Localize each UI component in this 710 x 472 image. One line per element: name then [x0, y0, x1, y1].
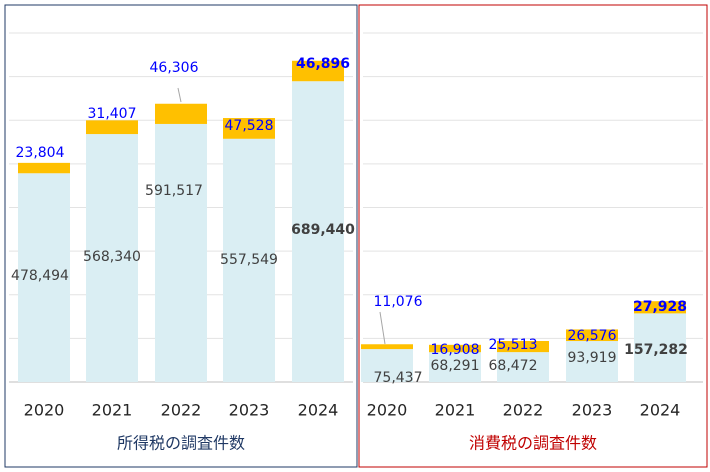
value-label: 25,513	[489, 337, 538, 353]
value-label: 557,549	[220, 252, 278, 268]
bar-segment	[429, 344, 481, 353]
x-tick-label: 2020	[24, 401, 65, 420]
x-tick-label: 2021	[92, 401, 133, 420]
value-label: 31,407	[88, 106, 137, 122]
bar-segment	[223, 118, 275, 139]
value-label: 46,306	[150, 60, 199, 76]
x-tick-label: 2024	[640, 401, 681, 420]
panel-border	[358, 4, 708, 468]
bar-segment	[86, 120, 138, 135]
value-label: 157,282	[624, 342, 688, 358]
group-label: 消費税の調査件数	[469, 434, 597, 453]
bar-segment	[361, 349, 413, 382]
x-tick-label: 2022	[161, 401, 202, 420]
bar-segment	[566, 329, 618, 342]
value-label: 591,517	[145, 183, 203, 199]
value-label: 23,804	[16, 145, 65, 161]
panel-border	[4, 4, 358, 468]
value-label: 478,494	[11, 268, 69, 284]
x-tick-label: 2020	[367, 401, 408, 420]
bar-segment	[155, 123, 207, 382]
x-tick-label: 2021	[435, 401, 476, 420]
value-label: 68,291	[431, 358, 480, 374]
value-label: 75,437	[374, 370, 423, 386]
x-tick-label: 2022	[503, 401, 544, 420]
value-label: 11,076	[374, 294, 423, 310]
value-label: 46,896	[296, 56, 350, 72]
bar-segment	[566, 341, 618, 382]
bar-segment	[18, 173, 70, 382]
value-label: 68,472	[489, 358, 538, 374]
bar-segment	[361, 344, 413, 350]
bar-segment	[18, 162, 70, 174]
leader-line	[177, 87, 182, 103]
leader-line	[379, 311, 386, 345]
bar-segment	[86, 134, 138, 382]
x-tick-label: 2023	[229, 401, 270, 420]
value-label: 16,908	[431, 342, 480, 358]
bar-segment	[155, 103, 207, 124]
bar-segment	[429, 352, 481, 382]
value-label: 47,528	[225, 118, 274, 134]
bar-segment	[292, 60, 344, 82]
value-label: 93,919	[568, 350, 617, 366]
bar-segment	[223, 138, 275, 382]
value-label: 27,928	[633, 299, 687, 315]
value-label: 689,440	[291, 222, 355, 238]
bar-segment	[497, 352, 549, 382]
group-label: 所得税の調査件数	[117, 434, 245, 453]
bar-segment	[634, 313, 686, 382]
bar-segment	[292, 81, 344, 382]
x-tick-label: 2023	[572, 401, 613, 420]
x-tick-label: 2024	[298, 401, 339, 420]
value-label: 26,576	[568, 328, 617, 344]
bar-segment	[497, 340, 549, 353]
value-label: 568,340	[83, 249, 141, 265]
bar-segment	[634, 301, 686, 314]
